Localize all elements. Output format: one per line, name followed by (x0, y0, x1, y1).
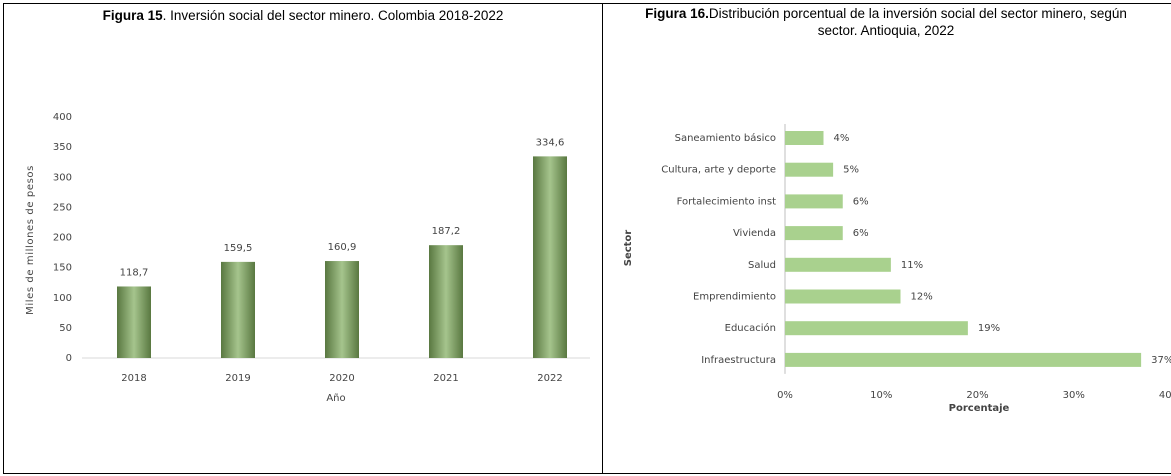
x-tick-label: 2020 (329, 373, 354, 384)
value-label: 118,7 (120, 267, 149, 278)
y-tick-label: 100 (53, 293, 72, 304)
x-tick-label: 0% (777, 390, 793, 401)
y-tick-label: Educación (725, 322, 776, 334)
bar-shade (325, 261, 359, 358)
y-tick-label: Saneamiento básico (675, 132, 776, 144)
figure-label: Figura 15 (102, 8, 163, 23)
bar (785, 194, 843, 209)
x-tick-label: 40% (1159, 390, 1171, 401)
figure-label: Figura 16. (645, 6, 709, 21)
x-tick-label: 2019 (225, 373, 250, 384)
x-tick-label: 2018 (121, 373, 146, 384)
y-tick-label: Vivienda (733, 228, 776, 239)
figure-title: Figura 16.Distribución porcentual de la … (640, 5, 1132, 39)
y-tick-label: 0 (66, 353, 72, 364)
value-label: 334,6 (536, 137, 565, 148)
y-tick-label: 200 (53, 233, 72, 244)
x-tick-label: 2022 (537, 373, 562, 384)
x-axis-title: Porcentaje (949, 403, 1010, 414)
title-text: . Inversión social del sector minero. Co… (162, 8, 504, 23)
figure-title: Figura 15. Inversión social del sector m… (3, 7, 603, 24)
x-tick-label: 2021 (433, 373, 458, 384)
y-tick-label: 300 (53, 172, 72, 183)
value-label: 6% (853, 228, 869, 239)
y-axis-title: Sector (623, 230, 634, 267)
x-tick-label: 10% (870, 390, 892, 401)
bar (785, 321, 968, 336)
value-label: 19% (978, 323, 1000, 334)
y-tick-label: Cultura, arte y deporte (661, 165, 776, 176)
value-label: 6% (853, 196, 869, 207)
value-label: 5% (843, 165, 859, 176)
bar-shade (429, 245, 463, 358)
y-tick-label: 50 (59, 323, 72, 334)
bar (785, 226, 843, 241)
y-tick-label: Fortalecimiento inst (677, 196, 776, 207)
y-tick-label: Salud (748, 260, 776, 271)
bar-shade (221, 261, 255, 358)
y-tick-label: 400 (53, 112, 72, 123)
bar (785, 162, 834, 177)
right-panel (602, 3, 1171, 474)
bar-shade (533, 156, 567, 358)
y-axis-title: Miles de millones de pesos (25, 165, 36, 315)
value-label: 11% (901, 260, 923, 271)
bar (785, 131, 824, 145)
y-tick-label: 150 (53, 263, 72, 274)
bar (785, 257, 891, 272)
bar (785, 289, 901, 304)
value-label: 160,9 (328, 242, 357, 253)
x-tick-label: 30% (1063, 390, 1085, 401)
bar (785, 352, 1142, 367)
value-label: 187,2 (432, 226, 461, 237)
value-label: 159,5 (224, 243, 253, 254)
x-tick-label: 20% (966, 390, 988, 401)
y-tick-label: Emprendimiento (693, 292, 776, 303)
bar-shade (117, 286, 151, 358)
value-label: 12% (911, 292, 933, 303)
value-label: 4% (834, 133, 850, 144)
y-tick-label: 250 (53, 202, 72, 213)
y-tick-label: Infraestructura (701, 355, 776, 366)
value-label: 37% (1151, 355, 1171, 366)
x-axis-title: Año (326, 393, 345, 404)
title-text: Distribución porcentual de la inversión … (708, 6, 1127, 38)
y-tick-label: 350 (53, 142, 72, 153)
